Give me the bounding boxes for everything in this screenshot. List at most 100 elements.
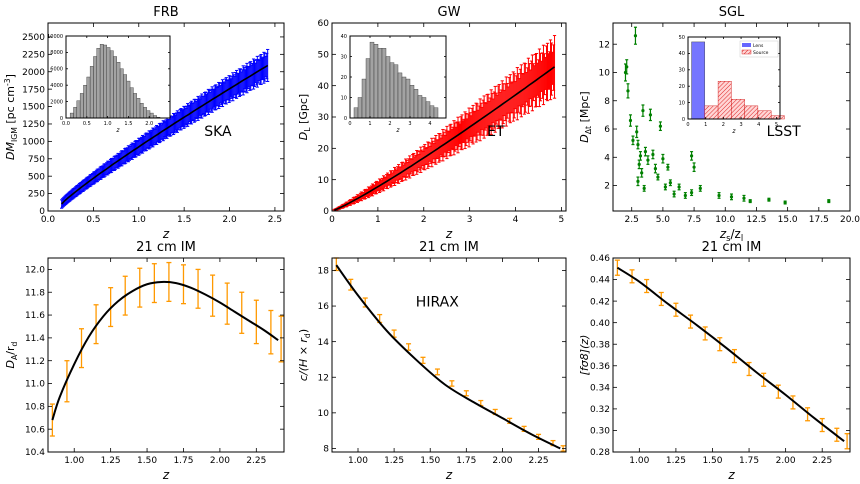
data-point <box>663 185 667 189</box>
x-tick-label: 2.00 <box>492 456 512 466</box>
x-tick-label: 1.75 <box>739 456 759 466</box>
y-tick-label: 0.36 <box>590 362 610 372</box>
y-tick-label: 12.0 <box>25 266 45 276</box>
inset-bar <box>73 107 78 119</box>
inset-bar <box>691 41 706 120</box>
inset-x-tick-label: 3 <box>739 122 742 128</box>
inset-y-tick-label: 40 <box>341 34 347 40</box>
y-tick-label: 8 <box>323 445 329 455</box>
panel-title: 21 cm IM <box>702 240 762 255</box>
x-tick-label: 20.0 <box>840 215 860 225</box>
y-tick-label: 10 <box>318 409 330 419</box>
frame <box>331 257 567 453</box>
inset-bar <box>149 112 154 119</box>
inset-bar <box>79 93 84 119</box>
inset-x-tick-label: 1.5 <box>124 121 132 127</box>
inset-bar <box>126 80 131 119</box>
data-point <box>625 65 629 69</box>
x-tick-label: 1.00 <box>348 456 368 466</box>
x-label-part: l <box>741 233 743 243</box>
inset-bar <box>361 78 367 119</box>
data-point <box>689 191 694 195</box>
panel-title: 21 cm IM <box>419 240 479 255</box>
inset-frame <box>687 36 781 120</box>
x-label-part: z <box>719 227 727 241</box>
inset-legend-swatch <box>742 43 751 47</box>
y-tick-label: 1750 <box>22 85 45 95</box>
y-label-part: [fσ8](z) <box>578 335 591 376</box>
data-point <box>648 113 653 117</box>
x-tick-label: 1.50 <box>137 456 157 466</box>
x-label: z <box>445 468 453 482</box>
y-tick-label: 10.4 <box>25 448 45 458</box>
inset-x-tick-label: 1 <box>368 121 371 127</box>
y-tick-label: 1500 <box>22 103 45 113</box>
inset-bar <box>86 76 91 119</box>
data-point <box>636 142 640 147</box>
panel-title: SGL <box>719 5 745 20</box>
data-point <box>643 150 648 154</box>
x-label: zs/zl <box>719 227 743 243</box>
x-tick-label: 12.5 <box>746 215 766 225</box>
inset-bar <box>133 93 137 119</box>
inset-bar <box>417 95 423 119</box>
inset-bar <box>103 44 107 119</box>
inset-x-tick-label: 2 <box>722 122 725 128</box>
y-tick-label: 10.6 <box>25 425 45 435</box>
fit-curve <box>616 266 845 443</box>
inset-bar <box>365 58 371 119</box>
x-tick-label: 1.25 <box>101 456 121 466</box>
x-tick-label: 2.00 <box>776 456 796 466</box>
y-label-part: D <box>297 132 310 140</box>
inset-y-tick-label: 30 <box>679 68 685 74</box>
y-label-part: ) <box>297 329 310 333</box>
y-tick-label: 11.0 <box>25 380 45 390</box>
data-point <box>767 198 771 202</box>
x-label: z <box>727 468 735 482</box>
x-label: z <box>162 227 170 241</box>
data-point <box>729 195 734 199</box>
data-point <box>635 130 639 134</box>
y-tick-label: 60 <box>318 19 330 29</box>
y-tick-label: 250 <box>28 190 45 200</box>
data-point <box>646 158 650 162</box>
inset-bar <box>99 44 104 119</box>
inset-y-tick-label: 0 <box>60 116 63 122</box>
y-tick-label: 14 <box>318 338 330 348</box>
y-tick-label: 0 <box>39 207 45 217</box>
inset-x-label: z <box>395 127 400 134</box>
y-tick-label: 20 <box>318 144 330 154</box>
x-tick-label: 1.25 <box>384 456 404 466</box>
inset-x-tick-label: 2.0 <box>145 121 153 127</box>
inset-bar <box>109 50 114 119</box>
x-tick-label: 2.25 <box>529 456 549 466</box>
inset-y-tick-label: 10000 <box>47 34 63 40</box>
data-point <box>748 199 752 203</box>
y-label: [fσ8](z) <box>578 335 591 376</box>
inset-x-tick-label: 0.0 <box>62 121 70 127</box>
data-point <box>626 89 630 93</box>
x-tick-label: 1.50 <box>702 456 722 466</box>
y-tick-label: 10 <box>599 69 611 79</box>
data-point <box>653 166 658 171</box>
inset-y-tick-label: 50 <box>679 35 685 41</box>
inset-bar <box>139 103 144 119</box>
data-point <box>636 179 640 183</box>
x-tick-label: 2.0 <box>222 215 237 225</box>
data-point <box>689 154 694 158</box>
inset-histogram: 0.0 0.5 1.0 1.5 2.0 0 2000 4000 6000 8000 10000 z <box>47 34 171 134</box>
data-point <box>656 175 660 179</box>
y-label: DΔt [Mpc] <box>578 91 593 142</box>
inset-bar <box>389 62 395 119</box>
inset-y-tick-label: 8000 <box>50 50 63 56</box>
inset-bar <box>123 74 127 119</box>
fit-curve <box>51 280 279 421</box>
panel-annotation: HIRAX <box>416 295 459 311</box>
data-point <box>717 193 721 198</box>
y-label-part: [Gpc] <box>297 94 310 128</box>
inset-x-tick-label: 0.5 <box>83 121 91 127</box>
y-tick-label: 11.6 <box>25 311 45 321</box>
